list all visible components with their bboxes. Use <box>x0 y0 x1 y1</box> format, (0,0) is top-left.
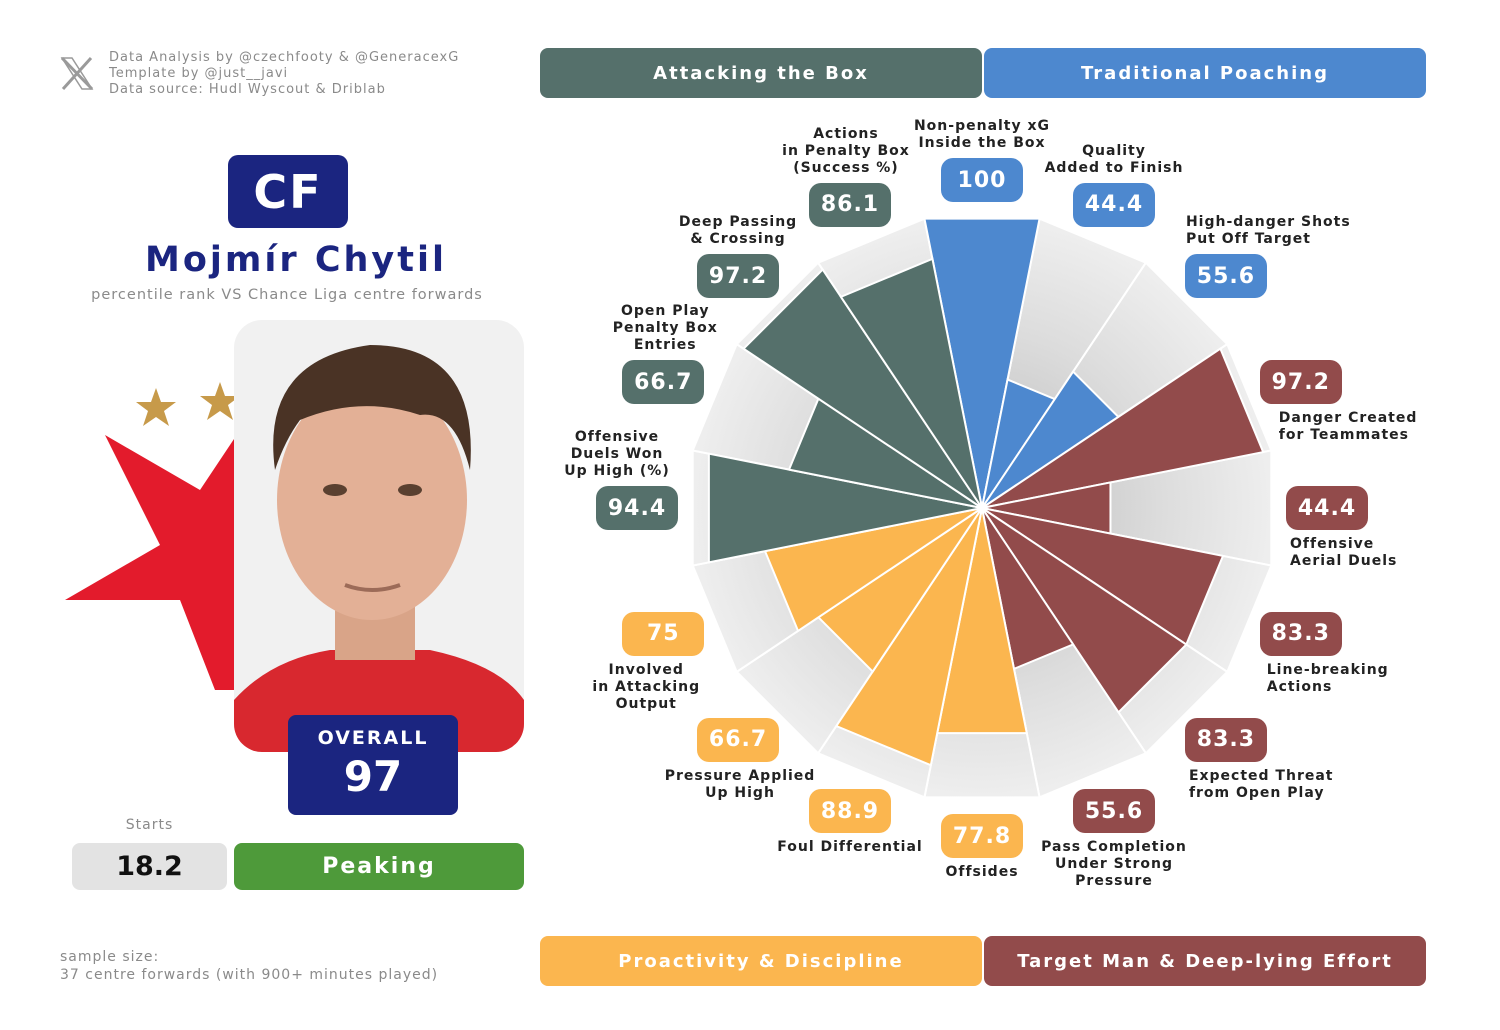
slice <box>981 347 1265 509</box>
starts-value: 18.2 <box>72 843 227 890</box>
value-pill: 94.4 <box>596 486 678 530</box>
category-label: Line-breaking Actions <box>1266 661 1389 695</box>
sample-label: sample size: <box>60 949 160 965</box>
group-header: Attacking the Box <box>540 48 982 98</box>
category-label: Offensive Aerial Duels <box>1290 536 1398 569</box>
value-pill: 88.9 <box>808 789 891 834</box>
category-label: Danger Created for Teammates <box>1278 410 1418 444</box>
player-name: Mojmír Chytil <box>145 240 447 280</box>
category-label: Quality Added to Finish <box>1044 142 1184 176</box>
category-label: Deep Passing & Crossing <box>678 214 798 248</box>
value-pill: 44.4 <box>1286 486 1368 530</box>
overall-box <box>288 715 458 815</box>
status: Peaking <box>234 843 524 890</box>
value-pill: 75 <box>622 611 705 656</box>
starts-label: Starts <box>125 817 174 833</box>
overall-label: OVERALL <box>317 727 429 749</box>
gold-star <box>136 388 176 426</box>
category-label: Actions in Penalty Box (Success %) <box>782 125 910 176</box>
value-pill: 44.4 <box>1073 182 1156 227</box>
sample-text: 37 centre forwards (with 900+ minutes pl… <box>60 967 439 983</box>
pizza-chart <box>691 217 1273 799</box>
value-pill: 97.2 <box>1259 360 1342 405</box>
value-pill: 83.3 <box>1259 611 1342 656</box>
category-label: High-danger Shots Put Off Target <box>1185 214 1351 248</box>
category-label: Pressure Applied Up High <box>664 767 816 801</box>
group-header: Proactivity & Discipline <box>540 936 982 986</box>
player-photo <box>234 345 524 752</box>
group-header: Traditional Poaching <box>984 48 1426 98</box>
value-pill: 97.2 <box>697 254 780 299</box>
club-star <box>65 430 240 690</box>
gold-star <box>200 382 240 420</box>
value-pill: 86.1 <box>808 182 891 227</box>
value-pill: 83.3 <box>1184 717 1267 762</box>
value-pill: 66.7 <box>622 360 705 405</box>
value-pill: 100 <box>941 158 1023 202</box>
category-label: Foul Differential <box>777 839 923 856</box>
overall-value: 97 <box>343 752 403 801</box>
category-label: Offensive Duels Won Up High (%) <box>564 429 670 479</box>
value-pill: 55.6 <box>1184 254 1267 299</box>
credit: Data source: Hudl Wyscout & Driblab <box>109 82 386 97</box>
slice <box>839 257 983 509</box>
x-logo <box>60 56 94 91</box>
category-label: Expected Threat from Open Play <box>1188 767 1334 801</box>
position-badge: CF <box>228 155 348 228</box>
category-label: Involved in Attacking Output <box>592 661 701 712</box>
credit: Data Analysis by @czechfooty & @Generace… <box>109 50 460 65</box>
credit: Template by @just__javi <box>109 66 289 81</box>
subtitle: percentile rank VS Chance Liga centre fo… <box>91 287 483 303</box>
category-label: Non-penalty xG Inside the Box <box>913 118 1051 151</box>
category-label: Offsides <box>945 864 1019 880</box>
group-header: Target Man & Deep-lying Effort <box>984 936 1426 986</box>
value-pill: 55.6 <box>1073 789 1156 834</box>
category-label: Pass Completion Under Strong Pressure <box>1041 839 1187 890</box>
category-label: Open Play Penalty Box Entries <box>612 303 718 354</box>
value-pill: 77.8 <box>941 814 1023 858</box>
value-pill: 66.7 <box>697 717 780 762</box>
